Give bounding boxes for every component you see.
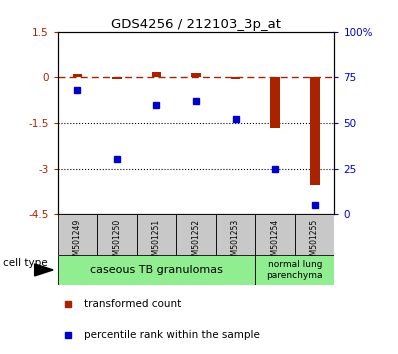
Bar	[255, 214, 295, 255]
Text: cell type: cell type	[3, 258, 47, 268]
Bar	[216, 214, 255, 255]
Bar	[72, 74, 82, 78]
Text: transformed count: transformed count	[84, 299, 181, 309]
Bar	[295, 214, 334, 255]
Text: GSM501253: GSM501253	[231, 219, 240, 265]
Bar	[137, 214, 176, 255]
Text: GSM501251: GSM501251	[152, 219, 161, 265]
Bar	[58, 255, 255, 285]
Bar	[230, 78, 240, 79]
Title: GDS4256 / 212103_3p_at: GDS4256 / 212103_3p_at	[111, 18, 281, 31]
Text: percentile rank within the sample: percentile rank within the sample	[84, 330, 259, 340]
Text: GSM501252: GSM501252	[191, 219, 201, 265]
Bar	[310, 78, 320, 185]
Bar	[176, 214, 216, 255]
Bar	[255, 255, 334, 285]
Bar	[191, 74, 201, 78]
Text: GSM501255: GSM501255	[310, 219, 319, 265]
Bar	[270, 78, 280, 127]
Text: normal lung
parenchyma: normal lung parenchyma	[267, 260, 323, 280]
Text: GSM501254: GSM501254	[271, 219, 279, 265]
Polygon shape	[35, 264, 53, 276]
Text: GSM501250: GSM501250	[113, 219, 121, 265]
Text: GSM501249: GSM501249	[73, 219, 82, 265]
Bar	[97, 214, 137, 255]
Bar	[152, 72, 162, 78]
Bar	[112, 78, 122, 79]
Bar	[58, 214, 97, 255]
Text: caseous TB granulomas: caseous TB granulomas	[90, 265, 223, 275]
